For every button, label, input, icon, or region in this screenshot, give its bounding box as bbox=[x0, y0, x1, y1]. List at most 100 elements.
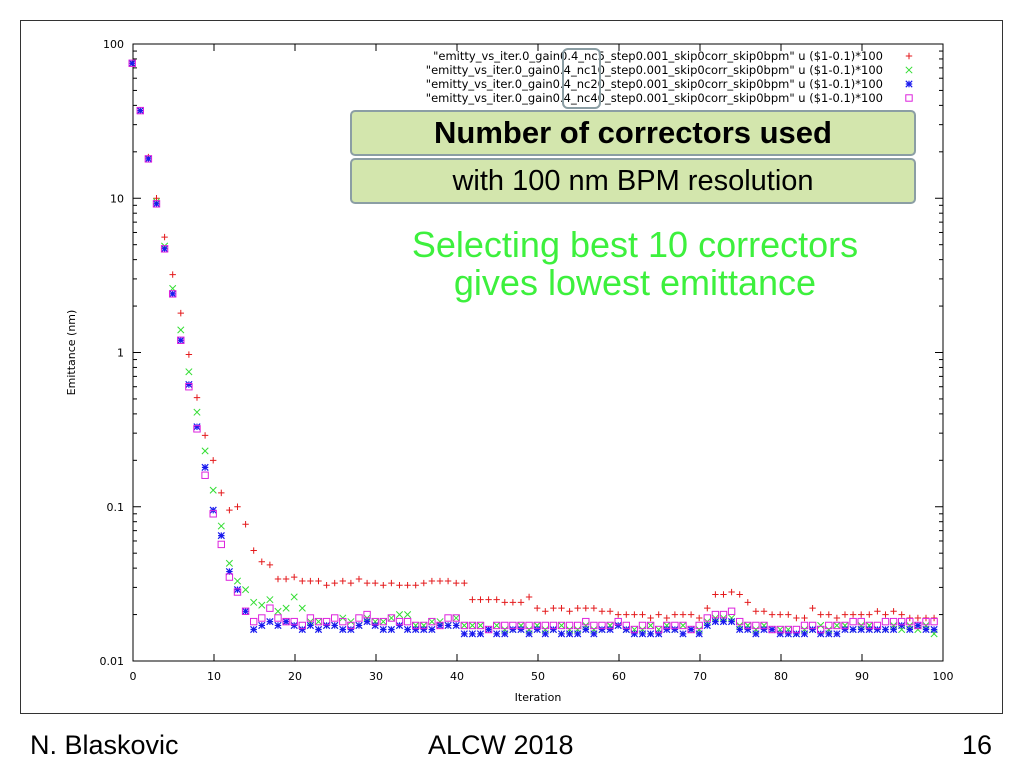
x-tick-label: 40 bbox=[450, 670, 464, 683]
footer-event: ALCW 2018 bbox=[428, 730, 574, 760]
cross-marker bbox=[177, 326, 185, 334]
star-marker bbox=[736, 625, 744, 634]
star-marker bbox=[905, 80, 913, 88]
square-marker bbox=[841, 621, 849, 630]
plus-marker bbox=[542, 608, 549, 615]
x-tick-label: 80 bbox=[774, 670, 788, 683]
star-marker bbox=[574, 630, 582, 638]
star-marker bbox=[695, 630, 703, 638]
cross-marker bbox=[217, 522, 225, 530]
star-marker bbox=[233, 586, 242, 594]
plus-marker bbox=[509, 599, 517, 606]
plus-marker bbox=[412, 582, 419, 589]
plus-marker bbox=[363, 579, 371, 587]
plus-marker bbox=[679, 611, 687, 618]
star-marker bbox=[460, 630, 468, 638]
star-marker bbox=[322, 621, 331, 630]
square-marker bbox=[444, 614, 452, 622]
star-marker bbox=[792, 630, 801, 638]
square-marker bbox=[897, 617, 906, 626]
plus-marker bbox=[525, 593, 533, 601]
star-marker bbox=[339, 625, 347, 634]
star-marker bbox=[679, 630, 687, 638]
legend-label: "emitty_vs_iter.0_gain0.4_nc20_step0.001… bbox=[426, 77, 883, 91]
square-marker bbox=[833, 621, 841, 630]
square-marker bbox=[525, 621, 533, 630]
plus-marker bbox=[914, 614, 922, 622]
square-marker bbox=[800, 621, 809, 630]
star-marker bbox=[177, 336, 185, 344]
star-marker bbox=[298, 625, 306, 634]
legend-marker bbox=[905, 80, 913, 88]
plus-marker bbox=[242, 521, 249, 528]
plus-marker bbox=[890, 608, 897, 615]
star-marker bbox=[541, 630, 549, 638]
plus-marker bbox=[477, 596, 484, 603]
square-marker bbox=[241, 607, 250, 615]
series-3 bbox=[128, 59, 938, 634]
plus-marker bbox=[355, 575, 363, 583]
square-marker bbox=[152, 200, 161, 208]
square-marker bbox=[468, 621, 477, 630]
plus-marker bbox=[566, 608, 573, 615]
star-marker bbox=[217, 531, 225, 540]
star-marker bbox=[800, 630, 809, 638]
footer-page-number: 16 bbox=[962, 730, 993, 760]
star-marker bbox=[476, 630, 485, 638]
star-marker bbox=[630, 630, 639, 638]
plus-marker bbox=[396, 582, 403, 589]
plus-marker bbox=[501, 599, 508, 606]
plus-marker bbox=[695, 614, 703, 622]
plus-marker bbox=[736, 591, 743, 598]
plus-marker bbox=[266, 561, 274, 569]
plus-marker bbox=[590, 604, 598, 612]
cross-marker bbox=[314, 618, 323, 626]
plus-marker bbox=[582, 604, 589, 612]
cross-marker bbox=[404, 611, 412, 619]
square-marker bbox=[614, 617, 622, 626]
plus-marker bbox=[282, 575, 290, 583]
plus-marker bbox=[469, 596, 476, 603]
square-marker bbox=[703, 614, 711, 622]
square-marker bbox=[582, 617, 590, 626]
star-marker bbox=[452, 621, 460, 630]
star-marker bbox=[606, 625, 614, 634]
plus-marker bbox=[380, 582, 387, 589]
cross-marker bbox=[225, 559, 233, 567]
star-marker bbox=[517, 625, 525, 634]
plus-marker bbox=[177, 309, 184, 317]
plus-marker bbox=[347, 579, 355, 587]
plus-marker bbox=[234, 503, 241, 510]
star-marker bbox=[711, 617, 720, 626]
square-marker bbox=[776, 625, 784, 634]
star-marker bbox=[744, 625, 752, 634]
square-marker bbox=[355, 614, 363, 622]
square-marker bbox=[727, 607, 736, 615]
star-marker bbox=[889, 625, 898, 634]
plus-marker bbox=[452, 579, 460, 587]
star-marker bbox=[420, 625, 428, 634]
star-marker bbox=[266, 617, 274, 626]
cross-marker bbox=[233, 577, 242, 585]
star-marker bbox=[274, 621, 282, 630]
star-marker bbox=[152, 200, 161, 208]
star-marker bbox=[363, 617, 371, 626]
plus-marker bbox=[857, 611, 865, 618]
square-marker bbox=[128, 59, 136, 67]
square-marker bbox=[492, 621, 501, 630]
square-marker bbox=[816, 625, 825, 634]
x-tick-label: 70 bbox=[693, 670, 707, 683]
star-marker bbox=[201, 463, 209, 471]
star-marker bbox=[557, 630, 566, 638]
plus-marker bbox=[655, 611, 662, 618]
footer-author: N. Blaskovic bbox=[30, 730, 179, 760]
series-2 bbox=[128, 59, 938, 638]
cross-marker bbox=[298, 604, 306, 612]
star-marker bbox=[193, 423, 201, 431]
plus-marker bbox=[258, 558, 265, 565]
plus-marker bbox=[744, 599, 751, 606]
square-marker bbox=[857, 617, 865, 626]
cross-marker bbox=[833, 621, 841, 630]
plus-marker bbox=[290, 573, 298, 581]
plus-marker bbox=[493, 596, 500, 603]
